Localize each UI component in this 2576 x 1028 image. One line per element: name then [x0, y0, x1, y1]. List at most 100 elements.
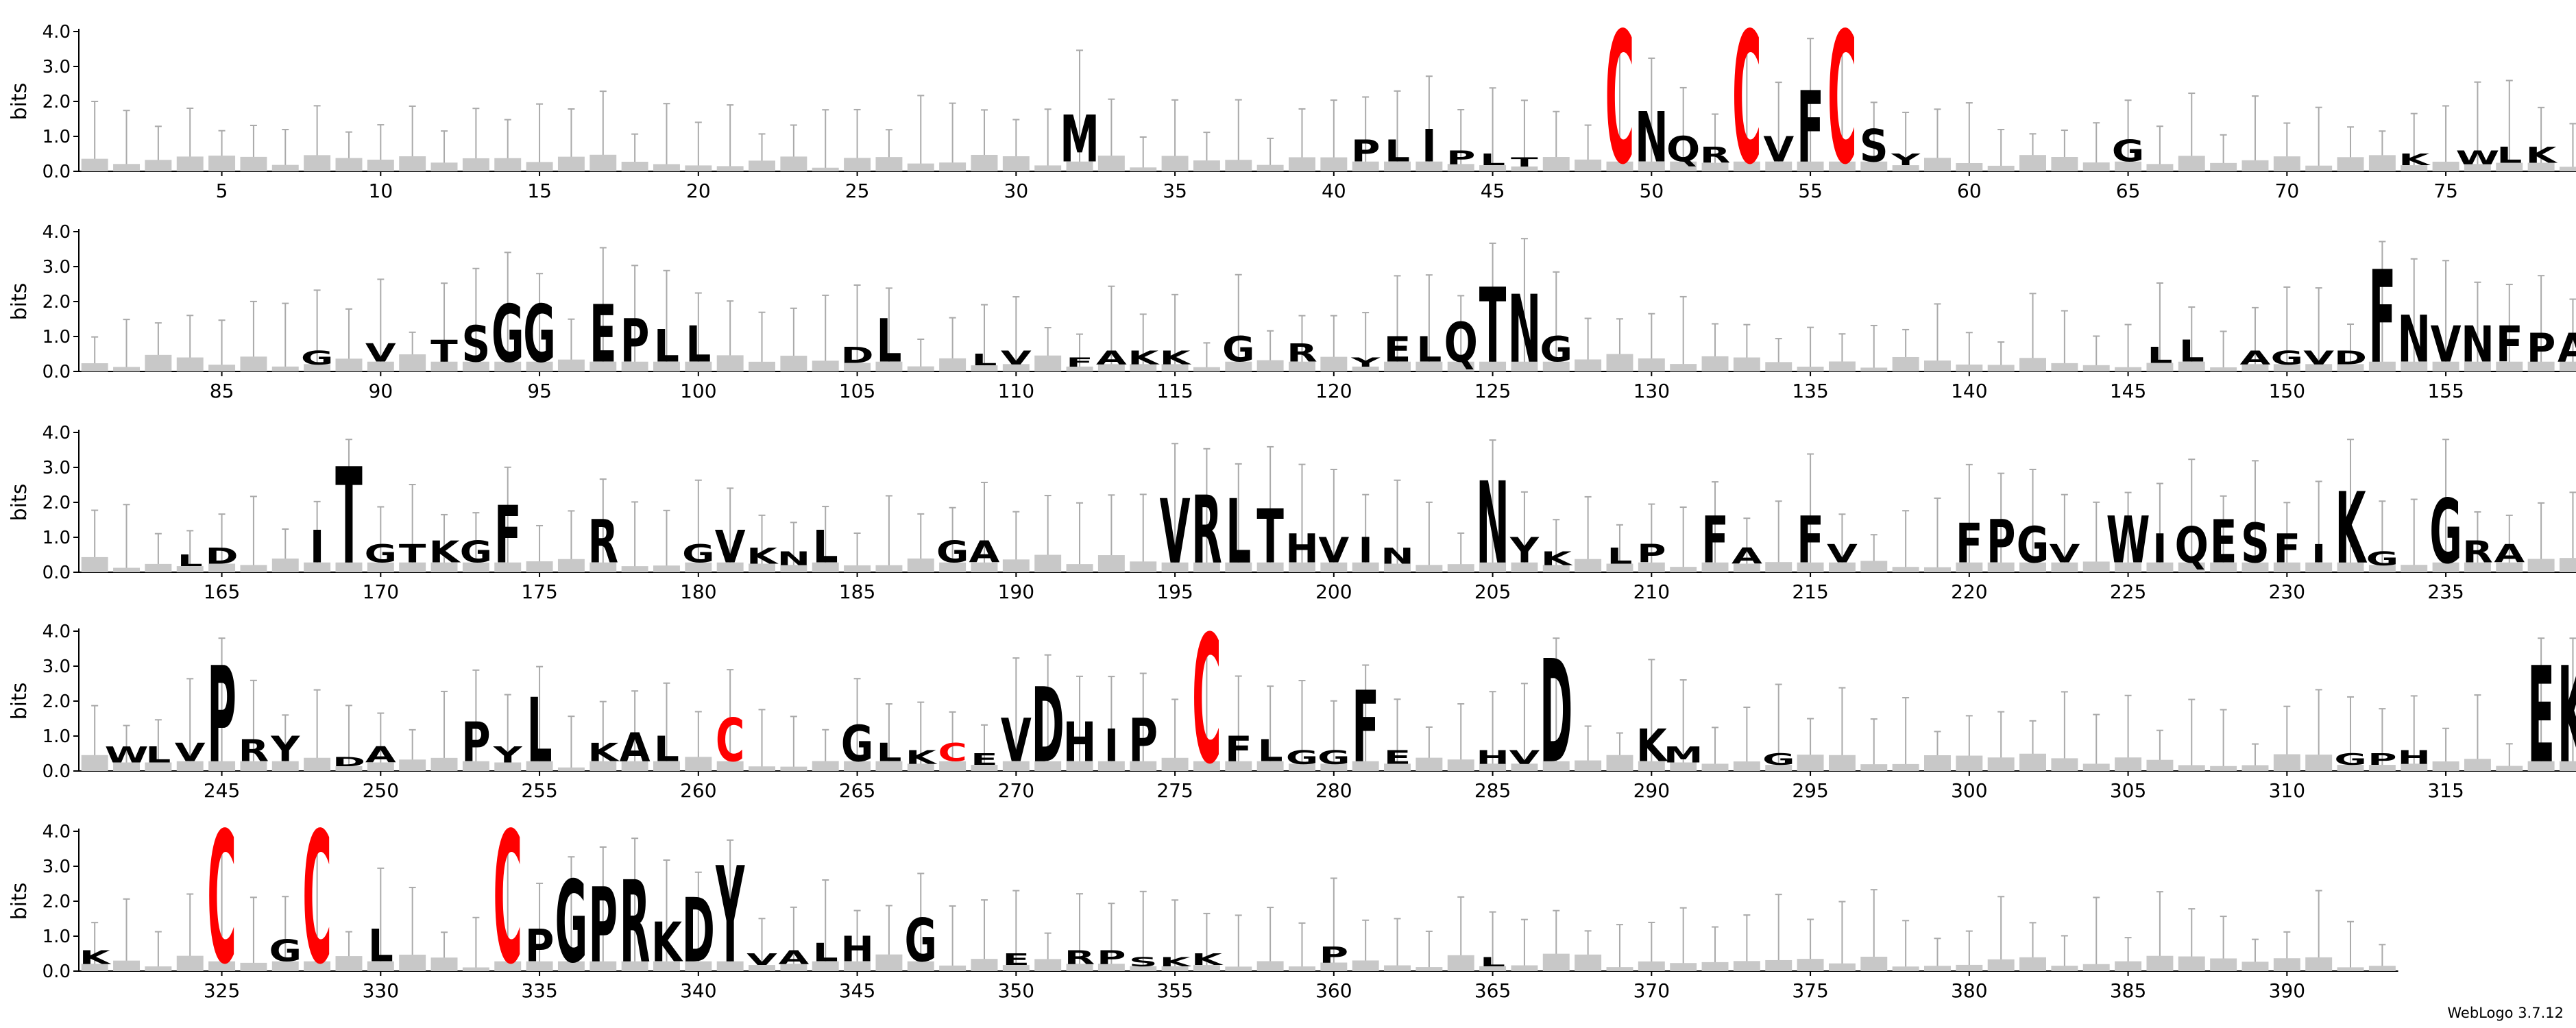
minor-letter-stack — [1352, 761, 1379, 771]
logo-letter: G — [1286, 746, 1319, 768]
minor-letter-stack — [1320, 356, 1348, 371]
logo-letter: K — [906, 746, 938, 768]
logo-letter: V — [1001, 707, 1032, 776]
logo-letter: P — [1128, 707, 1157, 776]
minor-letter-stack — [2082, 365, 2110, 371]
minor-letter-stack — [2082, 162, 2110, 171]
logo-letter: V — [1509, 746, 1540, 768]
minor-letter-stack — [1733, 961, 1760, 971]
minor-letter-stack — [1193, 965, 1220, 971]
y-tick-label: 1.0 — [42, 528, 71, 548]
minor-letter-stack — [1256, 761, 1284, 771]
weblogo-credit: WebLogo 3.7.12 — [2447, 1005, 2564, 1021]
logo-letter: Y — [1350, 355, 1381, 369]
minor-letter-stack — [971, 562, 998, 572]
logo-letter: C — [1192, 598, 1222, 803]
logo-letter: G — [1317, 746, 1350, 768]
minor-letter-stack — [1034, 959, 1062, 971]
logo-letter: K — [746, 543, 779, 570]
logo-letter: D — [332, 755, 365, 769]
logo-letter: H — [2397, 746, 2430, 768]
logo-letter: G — [1222, 329, 1255, 370]
minor-letter-stack — [1415, 967, 1443, 971]
minor-letter-stack — [2178, 765, 2205, 771]
minor-letter-stack — [145, 354, 172, 371]
minor-letter-stack — [208, 563, 236, 572]
logo-letter: V — [746, 951, 777, 969]
y-tick-label: 3.0 — [42, 458, 71, 478]
minor-letter-stack — [1765, 562, 1793, 572]
x-tick-label: 360 — [1315, 979, 1352, 1002]
minor-letter-stack — [1924, 360, 1951, 371]
minor-letter-stack — [1638, 961, 1665, 971]
minor-letter-stack — [1193, 367, 1220, 371]
minor-letter-stack — [335, 766, 363, 771]
y-tick-label: 2.0 — [42, 692, 71, 712]
minor-letter-stack — [494, 762, 522, 771]
minor-letter-stack — [1733, 563, 1760, 572]
logo-letter: R — [2462, 535, 2493, 570]
logo-letter: F — [1956, 513, 1983, 576]
minor-letter-stack — [1892, 356, 1919, 371]
minor-letter-stack — [240, 156, 267, 171]
minor-letter-stack — [462, 761, 489, 771]
minor-letter-stack — [2241, 160, 2269, 171]
minor-letter-stack — [1638, 562, 1665, 572]
x-tick-label: 355 — [1156, 979, 1193, 1002]
minor-letter-stack — [907, 163, 934, 171]
minor-letter-stack — [1034, 761, 1062, 771]
minor-letter-stack — [1701, 763, 1729, 771]
minor-letter-stack — [1828, 562, 1856, 572]
minor-letter-stack — [2305, 755, 2333, 771]
logo-letter: K — [2557, 639, 2576, 793]
minor-letter-stack — [2496, 766, 2523, 771]
logo-letter: Y — [493, 742, 523, 768]
minor-letter-stack — [1575, 559, 1602, 572]
minor-letter-stack — [113, 960, 140, 971]
minor-letter-stack — [2273, 562, 2300, 572]
x-tick-label: 300 — [1951, 779, 1987, 802]
minor-letter-stack — [2115, 757, 2142, 771]
minor-letter-stack — [1161, 364, 1189, 371]
logo-letter: P — [207, 639, 236, 793]
logo-letter: C — [302, 794, 332, 1004]
x-tick-label: 260 — [680, 779, 716, 802]
minor-letter-stack — [621, 162, 648, 171]
logo-letter: F — [2369, 244, 2396, 392]
logo-letter: T — [430, 334, 458, 369]
minor-letter-stack — [1860, 561, 1888, 572]
minor-letter-stack — [271, 761, 299, 771]
minor-letter-stack — [176, 156, 204, 171]
logo-letter: V — [2303, 347, 2334, 369]
minor-letter-stack — [2115, 562, 2142, 572]
minor-letter-stack — [1384, 563, 1411, 572]
minor-letter-stack — [1130, 561, 1157, 572]
logo-letter: G — [269, 934, 302, 969]
logo-letter: M — [1060, 103, 1099, 177]
minor-letter-stack — [557, 359, 585, 371]
minor-letter-stack — [2051, 966, 2078, 971]
logo-letter: P — [1320, 942, 1348, 968]
minor-letter-stack — [2115, 961, 2142, 971]
logo-letter: A — [2240, 347, 2271, 369]
logo-letter: P — [1446, 147, 1475, 169]
logo-letter: K — [1160, 347, 1192, 369]
logo-letter: E — [2210, 509, 2237, 577]
y-tick-label: 4.0 — [42, 622, 71, 642]
minor-letter-stack — [2527, 162, 2555, 171]
minor-letter-stack — [971, 765, 998, 771]
minor-letter-stack — [1542, 157, 1570, 171]
minor-letter-stack — [145, 160, 172, 171]
minor-letter-stack — [81, 755, 108, 771]
minor-letter-stack — [685, 361, 712, 371]
minor-letter-stack — [2210, 766, 2237, 771]
minor-letter-stack — [176, 357, 204, 371]
logo-letter: G — [1762, 750, 1795, 769]
minor-letter-stack — [1733, 357, 1760, 371]
x-tick-label: 75 — [2433, 180, 2458, 202]
minor-letter-stack — [2178, 156, 2205, 171]
minor-letter-stack — [335, 358, 363, 371]
minor-letter-stack — [1002, 364, 1030, 371]
x-tick-label: 150 — [2269, 380, 2305, 402]
logo-letter: D — [1540, 630, 1572, 795]
